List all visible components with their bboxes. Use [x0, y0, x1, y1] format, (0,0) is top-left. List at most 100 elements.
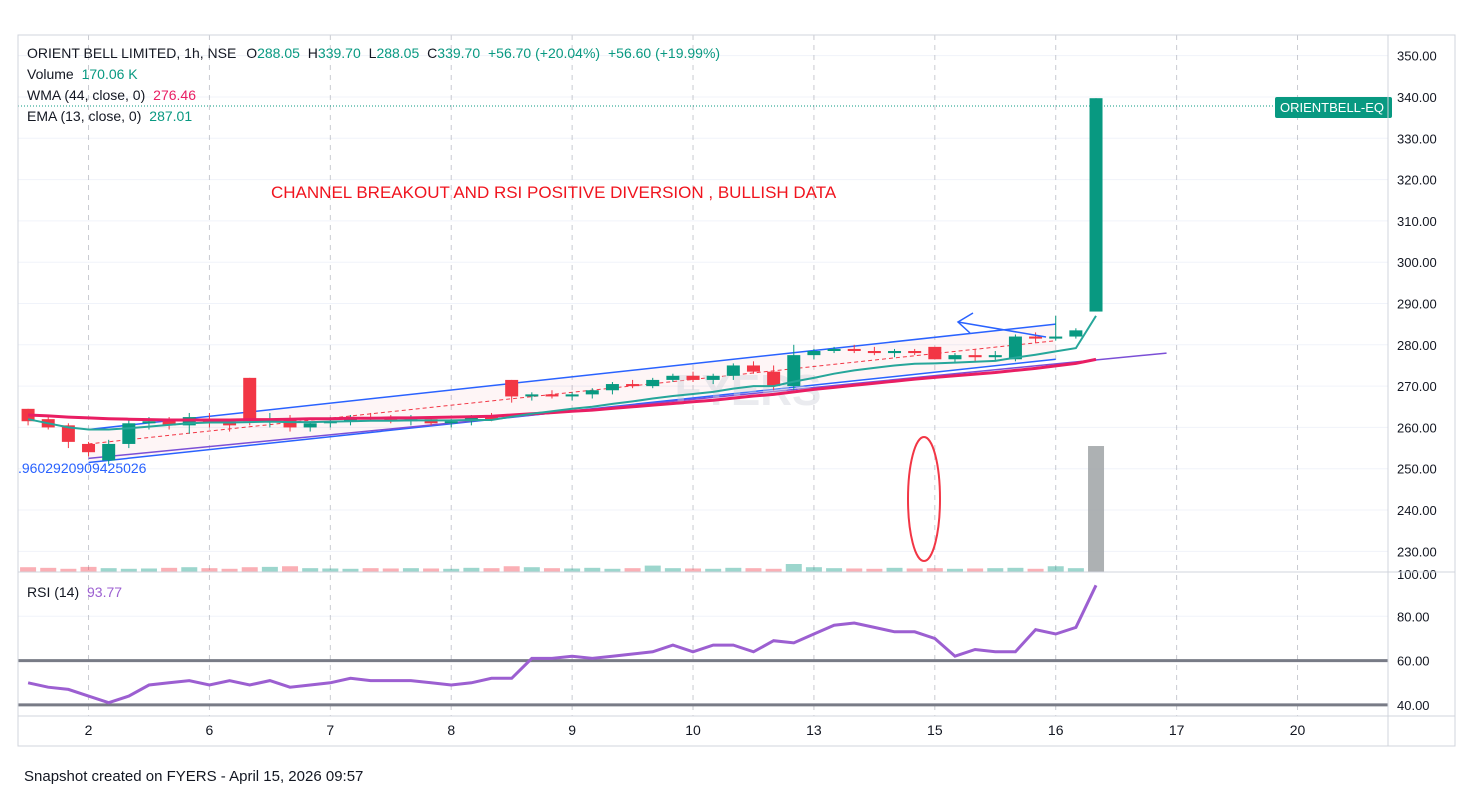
candles	[21, 98, 1103, 465]
volume-bar	[564, 568, 581, 572]
candle	[988, 351, 1002, 362]
time-tick-label: 9	[568, 722, 576, 738]
time-tick-label: 13	[806, 722, 822, 738]
rsi-line	[27, 584, 1098, 705]
wma-label: WMA (44, close, 0)	[27, 87, 146, 103]
volume-bar	[362, 568, 379, 572]
price-tick-label: 350.00	[1397, 49, 1437, 64]
candle	[505, 379, 519, 403]
candle	[82, 441, 96, 457]
volume-highlight-ellipse	[907, 436, 941, 562]
high-label: H	[307, 45, 318, 61]
volume-bar	[382, 568, 399, 572]
candle	[888, 348, 902, 358]
volume-axis-label: 100.00	[1397, 567, 1437, 582]
wma-line	[28, 357, 1097, 422]
grid	[18, 55, 1388, 706]
candle	[585, 388, 599, 399]
volume-bar	[906, 568, 923, 572]
candle	[726, 363, 740, 380]
candle	[686, 371, 700, 382]
candle	[102, 439, 116, 465]
volume-bar	[443, 568, 460, 572]
volume-bar	[946, 568, 963, 572]
volume-bar	[685, 568, 702, 572]
price-tick-label: 310.00	[1397, 214, 1437, 229]
volume-bar	[1047, 566, 1064, 572]
volume-bar	[1088, 446, 1105, 572]
candle	[525, 392, 539, 401]
ema-line	[27, 315, 1097, 431]
price-tick-label: 320.00	[1397, 173, 1437, 188]
candle	[827, 346, 841, 354]
candle	[626, 379, 640, 389]
volume-bar	[604, 568, 621, 572]
volume-bar	[221, 568, 238, 572]
time-tick-label: 8	[447, 722, 455, 738]
volume-bar	[866, 568, 883, 572]
volume-bar	[241, 567, 258, 572]
volume-bar	[725, 567, 742, 572]
candle	[807, 348, 821, 360]
candle	[646, 377, 660, 389]
price-tag-symbol: ORIENTBELL-EQ	[1280, 100, 1384, 115]
price-tick-label: 340.00	[1397, 90, 1437, 105]
candle	[21, 408, 35, 426]
volume-bar	[543, 568, 560, 572]
close-value: 339.70	[437, 45, 481, 61]
volume-bar	[705, 568, 722, 572]
volume-bar	[463, 567, 480, 572]
symbol-legend: ORIENT BELL LIMITED, 1h, NSE O288.05 H33…	[27, 45, 720, 61]
frame	[17, 34, 1456, 747]
volume-bar	[826, 568, 843, 572]
volume-bar	[100, 568, 117, 572]
price-tick-label: 270.00	[1397, 379, 1437, 394]
high-value: 339.70	[317, 45, 361, 61]
rsi-legend: RSI (14) 93.77	[27, 584, 122, 600]
volume-bar	[120, 568, 137, 572]
price-tick-label: 240.00	[1397, 503, 1437, 518]
volume-label: Volume	[27, 66, 74, 82]
wma-legend: WMA (44, close, 0) 276.46	[27, 87, 196, 103]
volume-bar	[1007, 567, 1024, 572]
volume-bar	[342, 568, 359, 572]
candle	[1049, 315, 1063, 341]
candle	[1069, 328, 1083, 339]
rsi-value: 93.77	[87, 584, 123, 600]
rsi-tick-label: 40.00	[1397, 698, 1430, 713]
ema-label: EMA (13, close, 0)	[27, 108, 142, 124]
volume-bar	[161, 567, 178, 572]
candle	[1089, 98, 1103, 312]
candle	[847, 344, 861, 354]
candle	[746, 361, 760, 374]
volume-bar	[503, 566, 520, 572]
candle	[122, 419, 136, 449]
volume-bar	[765, 568, 782, 572]
time-tick-label: 2	[85, 722, 93, 738]
time-axis: 2 6 7 8 9 10 13 15 16 17 20	[85, 722, 1306, 738]
time-tick-label: 16	[1048, 722, 1064, 738]
candle	[1029, 332, 1043, 343]
snapshot-footer: Snapshot created on FYERS - April 15, 20…	[24, 768, 364, 785]
price-tick-label: 280.00	[1397, 338, 1437, 353]
volume-bar	[261, 566, 278, 572]
price-tick-label: 290.00	[1397, 297, 1437, 312]
candle	[928, 346, 942, 360]
volume-bar	[745, 568, 762, 572]
volume-bar	[1067, 568, 1084, 572]
price-tick-label: 230.00	[1397, 544, 1437, 559]
candle	[666, 373, 680, 382]
open-value: 288.05	[257, 45, 300, 61]
candle	[605, 381, 619, 395]
candle	[867, 346, 881, 356]
time-tick-label: 7	[326, 722, 334, 738]
volume-bar	[140, 568, 157, 572]
close-label: C	[427, 45, 438, 61]
volume-bar	[624, 568, 641, 572]
candle	[243, 377, 257, 426]
volume-bar	[584, 567, 601, 572]
time-tick-label: 15	[927, 722, 943, 738]
candle	[968, 348, 982, 362]
fib-label: .9602920909425026	[18, 460, 147, 476]
